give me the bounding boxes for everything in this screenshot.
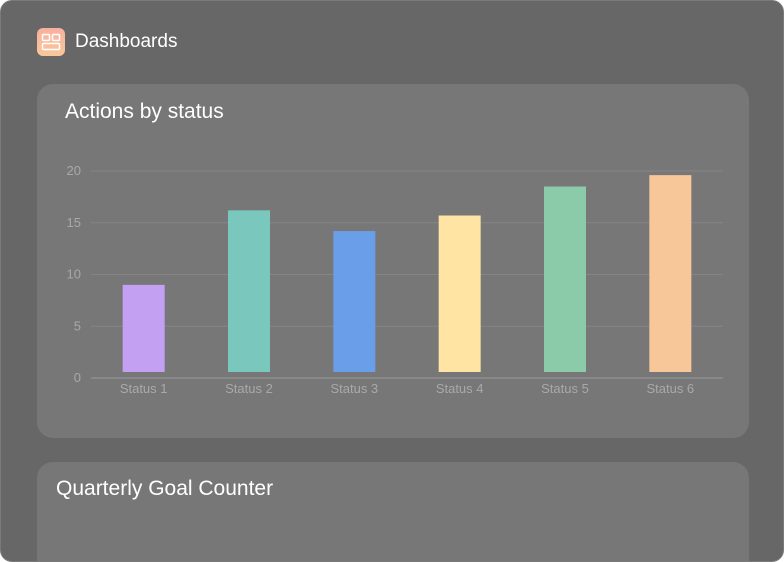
bar-6	[649, 175, 692, 372]
y-tick-label: 10	[67, 267, 81, 282]
x-tick-label: Status 5	[541, 381, 589, 396]
x-tick-label: Status 2	[225, 381, 273, 396]
y-tick-label: 15	[67, 215, 81, 230]
x-tick-label: Status 6	[646, 381, 694, 396]
app-title: Dashboards	[75, 31, 178, 52]
actions-by-status-card: Actions by status 0 5 10 15 20 Status 1 Status…	[37, 84, 749, 438]
actions-by-status-chart: 0 5 10 15 20 Status 1 Status 2 Status 3 Status 4…	[67, 163, 723, 396]
x-tick-label: Status 1	[120, 381, 168, 396]
goal-card-title: Quarterly Goal Counter	[56, 477, 274, 500]
bar-2	[228, 210, 270, 372]
quarterly-goal-card: Quarterly Goal Counter	[37, 462, 749, 561]
y-tick-label: 20	[67, 163, 81, 178]
dashboard-grid-icon	[37, 28, 65, 56]
x-tick-label: Status 4	[436, 381, 484, 396]
app-header: Dashboards	[37, 27, 177, 57]
x-tick-label: Status 3	[330, 381, 378, 396]
y-tick-label: 0	[74, 370, 81, 385]
y-tick-label: 5	[74, 318, 81, 333]
chart-title: Actions by status	[65, 100, 224, 123]
bar-5	[544, 186, 586, 372]
bar-1	[122, 284, 165, 372]
bar-3	[333, 231, 376, 372]
bar-4	[438, 215, 481, 372]
